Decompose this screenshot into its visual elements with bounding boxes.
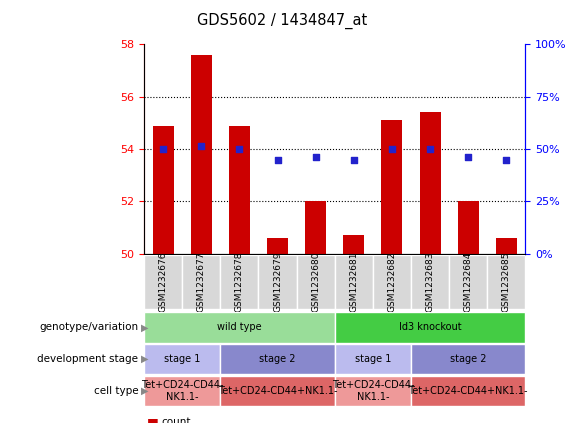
Text: GSM1232683: GSM1232683 [425, 251, 434, 312]
Point [502, 156, 511, 163]
Bar [153, 126, 173, 254]
Text: Tet+CD24-CD44-
NK1.1-: Tet+CD24-CD44- NK1.1- [332, 380, 414, 402]
Text: count: count [161, 417, 190, 423]
Text: ■: ■ [147, 416, 159, 423]
Text: GSM1232677: GSM1232677 [197, 251, 206, 312]
Bar [191, 55, 212, 254]
Bar [488, 255, 525, 309]
Point [349, 156, 358, 163]
Point [273, 156, 282, 163]
Point [388, 146, 397, 153]
Bar [267, 238, 288, 254]
Text: Tet+CD24-CD44-
NK1.1-: Tet+CD24-CD44- NK1.1- [141, 380, 224, 402]
Bar [220, 344, 334, 374]
Text: wild type: wild type [217, 322, 262, 332]
Bar [182, 255, 220, 309]
Text: GSM1232676: GSM1232676 [159, 251, 168, 312]
Bar [144, 344, 220, 374]
Point [159, 146, 168, 153]
Text: GSM1232682: GSM1232682 [388, 252, 397, 312]
Bar [144, 312, 334, 343]
Text: ▶: ▶ [141, 386, 149, 396]
Point [425, 146, 434, 153]
Text: GSM1232684: GSM1232684 [464, 252, 473, 312]
Bar [373, 255, 411, 309]
Text: GSM1232680: GSM1232680 [311, 251, 320, 312]
Bar [411, 255, 449, 309]
Bar [411, 376, 525, 406]
Bar [220, 376, 334, 406]
Text: development stage: development stage [37, 354, 138, 364]
Text: GSM1232685: GSM1232685 [502, 251, 511, 312]
Text: stage 2: stage 2 [450, 354, 486, 364]
Text: GSM1232681: GSM1232681 [349, 251, 358, 312]
Bar [229, 126, 250, 254]
Point [197, 143, 206, 150]
Text: cell type: cell type [94, 386, 138, 396]
Text: ▶: ▶ [141, 322, 149, 332]
Point [235, 146, 244, 153]
Point [464, 154, 473, 160]
Text: GSM1232679: GSM1232679 [273, 251, 282, 312]
Bar [344, 236, 364, 254]
Text: stage 1: stage 1 [355, 354, 391, 364]
Bar [334, 255, 373, 309]
Bar [381, 120, 402, 254]
Bar [220, 255, 259, 309]
Bar [411, 344, 525, 374]
Text: Tet+CD24-CD44+NK1.1-: Tet+CD24-CD44+NK1.1- [218, 386, 337, 396]
Bar [334, 344, 411, 374]
Bar [334, 312, 525, 343]
Text: stage 2: stage 2 [259, 354, 296, 364]
Bar [144, 255, 182, 309]
Bar [259, 255, 297, 309]
Bar [297, 255, 334, 309]
Bar [458, 201, 479, 254]
Bar [496, 238, 517, 254]
Text: Id3 knockout: Id3 knockout [399, 322, 462, 332]
Text: ▶: ▶ [141, 354, 149, 364]
Bar [144, 376, 220, 406]
Bar [334, 376, 411, 406]
Text: GDS5602 / 1434847_at: GDS5602 / 1434847_at [197, 13, 368, 29]
Point [311, 154, 320, 160]
Bar [305, 201, 326, 254]
Text: stage 1: stage 1 [164, 354, 201, 364]
Text: GSM1232678: GSM1232678 [235, 251, 244, 312]
Text: genotype/variation: genotype/variation [40, 322, 138, 332]
Bar [420, 113, 441, 254]
Text: Tet+CD24-CD44+NK1.1-: Tet+CD24-CD44+NK1.1- [408, 386, 528, 396]
Bar [449, 255, 487, 309]
